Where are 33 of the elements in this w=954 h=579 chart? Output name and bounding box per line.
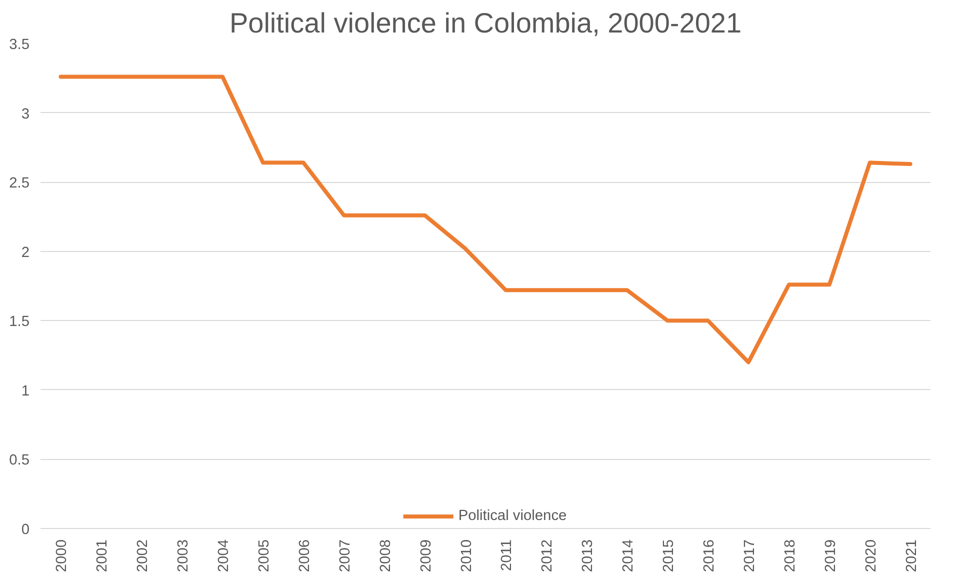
x-tick-label: 2009 xyxy=(418,539,434,572)
y-tick-label: 2.5 xyxy=(9,176,30,192)
x-tick-label: 2001 xyxy=(94,539,111,572)
x-tick-label: 2003 xyxy=(176,539,192,572)
x-tick-label: 2016 xyxy=(702,539,718,572)
x-tick-label: 2008 xyxy=(378,539,394,572)
x-tick-label: 2013 xyxy=(580,539,596,572)
y-tick-label: 1 xyxy=(21,383,30,400)
x-tick-label: 2011 xyxy=(499,539,516,572)
chart-title: Political violence in Colombia, 2000-2021 xyxy=(229,8,742,38)
x-tick-label: 2020 xyxy=(863,539,880,572)
y-tick-label: 3.5 xyxy=(9,37,30,53)
legend-label: Political violence xyxy=(458,508,567,524)
x-tick-label: 2006 xyxy=(296,539,313,572)
line-series xyxy=(58,74,912,364)
y-tick-label: 1.5 xyxy=(9,314,30,330)
x-tick-label: 2007 xyxy=(337,539,354,572)
x-tick-label: 2010 xyxy=(458,539,475,572)
y-tick-label: 0 xyxy=(21,522,30,538)
y-tick-label: 3 xyxy=(21,106,30,122)
x-tick-label: 2014 xyxy=(620,539,637,572)
x-tick-label: 2021 xyxy=(904,539,920,572)
x-tick-label: 2002 xyxy=(135,539,152,572)
x-tick-label: 2000 xyxy=(54,539,70,572)
x-tick-label: 2018 xyxy=(782,539,798,572)
x-tick-label: 2004 xyxy=(216,539,232,572)
y-tick-label: 0.5 xyxy=(9,452,30,469)
x-tick-label: 2019 xyxy=(822,539,839,572)
x-tick-label: 2015 xyxy=(661,539,678,572)
x-tick-label: 2005 xyxy=(256,539,272,572)
y-tick-label: 2 xyxy=(21,244,30,261)
x-tick-label: 2012 xyxy=(540,539,556,572)
x-tick-label: 2017 xyxy=(742,539,758,572)
